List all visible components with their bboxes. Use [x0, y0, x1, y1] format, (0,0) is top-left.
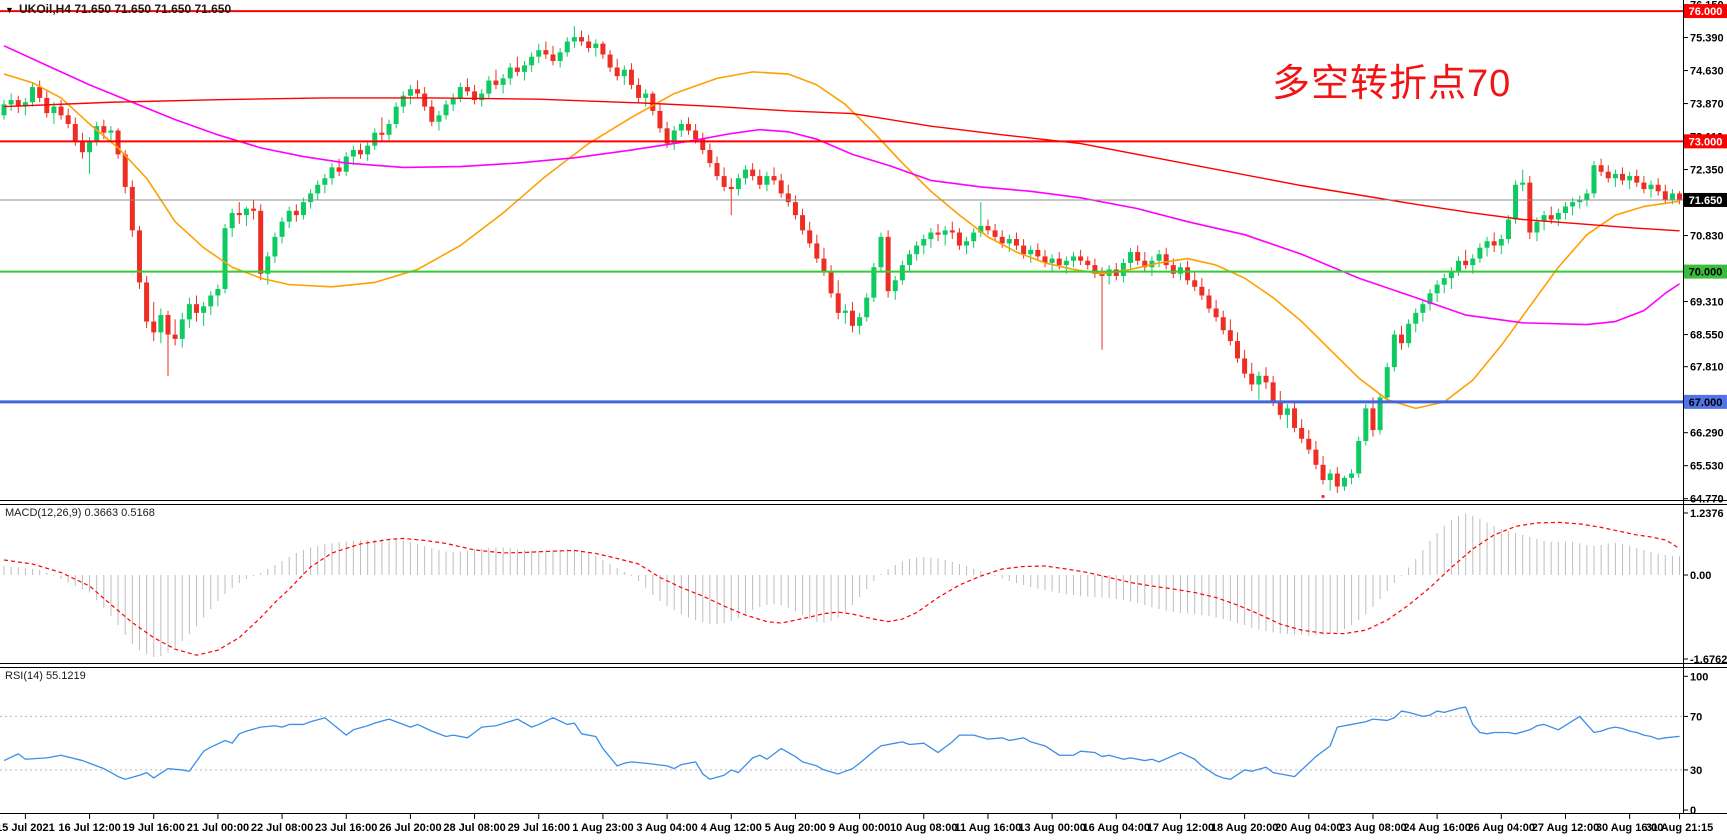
svg-text:70.830: 70.830 [1690, 231, 1724, 243]
svg-text:30 Aug 16:00: 30 Aug 16:00 [1596, 822, 1663, 834]
svg-text:0: 0 [1690, 805, 1696, 817]
svg-text:0.00: 0.00 [1690, 570, 1711, 582]
svg-text:67.000: 67.000 [1689, 397, 1723, 409]
symbol-dropdown-icon[interactable]: ▼ [5, 5, 14, 15]
svg-text:18 Aug 20:00: 18 Aug 20:00 [1211, 822, 1278, 834]
svg-text:26 Jul 20:00: 26 Jul 20:00 [379, 822, 441, 834]
svg-text:20 Aug 04:00: 20 Aug 04:00 [1275, 822, 1342, 834]
price-badge-67.000: 67.000 [1684, 394, 1727, 409]
svg-text:1 Aug 23:00: 1 Aug 23:00 [572, 822, 633, 834]
rsi-level-lines [0, 715, 1683, 771]
svg-text:9 Aug 00:00: 9 Aug 00:00 [829, 822, 890, 834]
svg-text:70.000: 70.000 [1689, 267, 1723, 279]
svg-text:73.000: 73.000 [1689, 136, 1723, 148]
svg-text:15 Jul 2021: 15 Jul 2021 [0, 822, 55, 834]
price-badge-71.650: 71.650 [1684, 192, 1727, 207]
svg-text:16 Jul 12:00: 16 Jul 12:00 [58, 822, 120, 834]
svg-text:11 Aug 16:00: 11 Aug 16:00 [955, 822, 1022, 834]
svg-text:72.350: 72.350 [1690, 165, 1724, 177]
svg-text:30: 30 [1690, 765, 1702, 777]
svg-text:31 Aug 21:15: 31 Aug 21:15 [1646, 822, 1713, 834]
svg-text:69.310: 69.310 [1690, 297, 1724, 309]
svg-text:4 Aug 12:00: 4 Aug 12:00 [701, 822, 762, 834]
svg-text:71.650: 71.650 [1689, 195, 1723, 207]
rsi-axis: 100 70 30 0 [1683, 671, 1708, 817]
ma-fast-orange [3, 71, 1680, 410]
annotation-text[interactable]: 多空转折点70 [1272, 63, 1512, 105]
svg-text:16 Aug 04:00: 16 Aug 04:00 [1083, 822, 1150, 834]
svg-text:-1.6762: -1.6762 [1690, 654, 1727, 666]
svg-text:76.000: 76.000 [1689, 6, 1723, 18]
svg-text:64.770: 64.770 [1690, 494, 1724, 506]
ma-mid-magenta [3, 45, 1680, 326]
svg-text:5 Aug 20:00: 5 Aug 20:00 [765, 822, 826, 834]
svg-text:27 Aug 12:00: 27 Aug 12:00 [1532, 822, 1599, 834]
svg-text:23 Jul 16:00: 23 Jul 16:00 [315, 822, 377, 834]
svg-text:21 Jul 00:00: 21 Jul 00:00 [187, 822, 249, 834]
price-badge-76.000: 76.000 [1684, 4, 1727, 19]
svg-text:29 Jul 16:00: 29 Jul 16:00 [508, 822, 570, 834]
svg-text:19 Jul 16:00: 19 Jul 16:00 [123, 822, 185, 834]
macd-histogram [3, 513, 1681, 658]
svg-text:23 Aug 08:00: 23 Aug 08:00 [1339, 822, 1406, 834]
svg-text:67.810: 67.810 [1690, 362, 1724, 374]
svg-text:65.530: 65.530 [1690, 461, 1724, 473]
rsi-indicator-label: RSI(14) 55.1219 [5, 670, 86, 682]
price-badge-73.000: 73.000 [1684, 134, 1727, 149]
ma-slow-red [3, 97, 1680, 232]
svg-text:26 Aug 04:00: 26 Aug 04:00 [1468, 822, 1535, 834]
svg-text:100: 100 [1690, 671, 1708, 683]
chart-title-ohlc: UKOil,H4 71.650 71.650 71.650 71.650 [19, 2, 232, 16]
svg-text:70: 70 [1690, 711, 1702, 723]
macd-signal-line [3, 521, 1680, 656]
svg-text:68.550: 68.550 [1690, 330, 1724, 342]
price-badge-70.000: 70.000 [1684, 264, 1727, 279]
svg-text:28 Jul 08:00: 28 Jul 08:00 [443, 822, 505, 834]
svg-text:75.390: 75.390 [1690, 33, 1724, 45]
svg-text:73.870: 73.870 [1690, 99, 1724, 111]
svg-text:24 Aug 16:00: 24 Aug 16:00 [1403, 822, 1470, 834]
macd-axis: 1.2376 0.00 -1.6762 [1683, 508, 1727, 666]
horizontal-level-lines[interactable] [0, 10, 1683, 404]
time-axis[interactable]: 15 Jul 2021 16 Jul 12:00 19 Jul 16:00 21 Ju… [0, 814, 1713, 834]
sell-marker-dot [1321, 494, 1325, 499]
svg-text:3 Aug 04:00: 3 Aug 04:00 [636, 822, 697, 834]
macd-indicator-label: MACD(12,26,9) 0.3663 0.5168 [5, 507, 155, 519]
rsi-line [3, 706, 1680, 780]
svg-text:17 Aug 12:00: 17 Aug 12:00 [1147, 822, 1214, 834]
candlestick-series[interactable] [1, 26, 1683, 494]
svg-text:10 Aug 08:00: 10 Aug 08:00 [890, 822, 957, 834]
svg-text:74.630: 74.630 [1690, 66, 1724, 78]
price-axis[interactable]: 76.15075.39074.63073.87073.11072.35071.5… [1683, 0, 1724, 506]
svg-text:13 Aug 00:00: 13 Aug 00:00 [1018, 822, 1085, 834]
pane-borders [0, 0, 1727, 814]
svg-text:22 Jul 08:00: 22 Jul 08:00 [251, 822, 313, 834]
svg-text:1.2376: 1.2376 [1690, 508, 1724, 520]
svg-text:66.290: 66.290 [1690, 428, 1724, 440]
